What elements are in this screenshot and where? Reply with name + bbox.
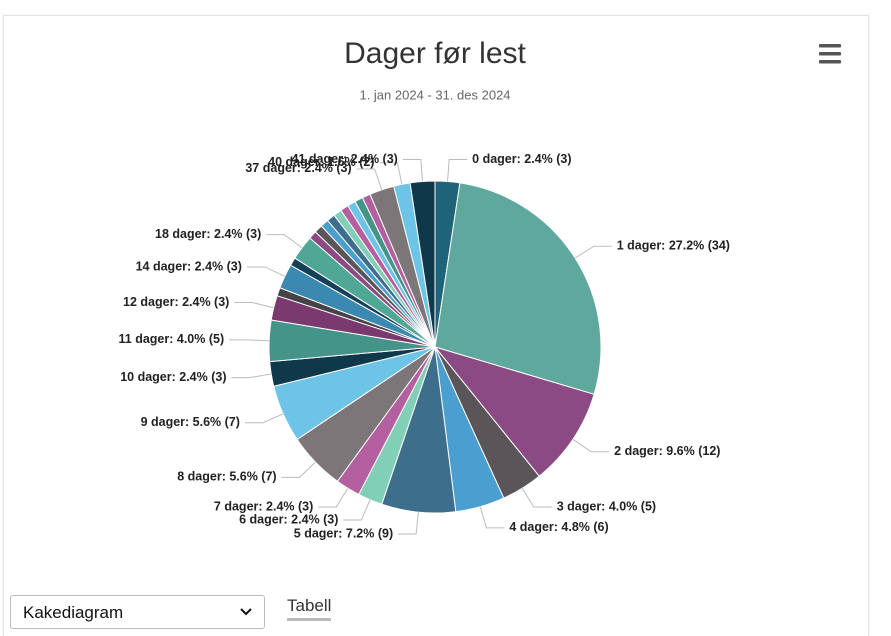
leader-line <box>318 488 349 508</box>
select-text: Kakediagram <box>23 603 124 622</box>
table-tab[interactable]: Tabell <box>287 596 332 621</box>
data-label: 1 dager: 27.2% (34) <box>617 239 730 253</box>
data-label: 7 dager: 2.4% (3) <box>214 499 313 513</box>
leader-line <box>447 159 468 182</box>
data-label: 37 dager: 2.4% (3) <box>245 161 351 175</box>
data-label: 3 dager: 4.0% (5) <box>557 499 656 513</box>
data-label: 14 dager: 2.4% (3) <box>136 259 242 273</box>
data-label: 5 dager: 7.2% (9) <box>294 526 393 540</box>
leader-line <box>234 302 274 309</box>
leader-line <box>402 159 423 182</box>
leader-line <box>379 162 403 185</box>
chart-card <box>3 15 869 636</box>
leader-line <box>343 499 371 521</box>
data-label: 11 dager: 4.0% (5) <box>119 332 225 346</box>
leader-line <box>281 461 316 478</box>
pie-slice <box>409 180 436 348</box>
leader-line <box>356 168 383 190</box>
chart-type-select[interactable]: Kakediagram <box>10 595 265 629</box>
chart-title: Dager før lest <box>344 37 526 70</box>
leader-line <box>244 413 284 424</box>
leader-line <box>229 339 270 342</box>
leader-line <box>574 245 612 259</box>
chart-subtitle: 1. jan 2024 - 31. des 2024 <box>359 87 510 102</box>
menu-button[interactable] <box>819 44 841 64</box>
data-label: 40 dager: 1.6% (2) <box>268 155 374 169</box>
data-label: 8 dager: 5.6% (7) <box>177 470 276 484</box>
leader-line <box>398 512 419 535</box>
data-label: 0 dager: 2.4% (3) <box>472 152 571 166</box>
leader-line <box>479 506 505 529</box>
chevron <box>240 608 252 616</box>
leader-line <box>572 439 610 453</box>
data-label: 18 dager: 2.4% (3) <box>155 227 261 241</box>
data-label: 6 dager: 2.4% (3) <box>239 512 338 526</box>
leader-line <box>231 373 272 379</box>
data-label: 41 dager: 2.4% (3) <box>292 152 398 166</box>
data-label: 2 dager: 9.6% (12) <box>614 444 720 458</box>
data-label: 4 dager: 4.8% (6) <box>509 520 608 534</box>
leader-line <box>266 234 303 249</box>
data-label: 9 dager: 5.6% (7) <box>141 415 240 429</box>
data-label: 12 dager: 2.4% (3) <box>123 295 229 309</box>
pie-slice <box>434 182 602 395</box>
data-label: 10 dager: 2.4% (3) <box>120 370 226 384</box>
leader-line <box>246 266 286 277</box>
leader-line <box>521 488 552 508</box>
